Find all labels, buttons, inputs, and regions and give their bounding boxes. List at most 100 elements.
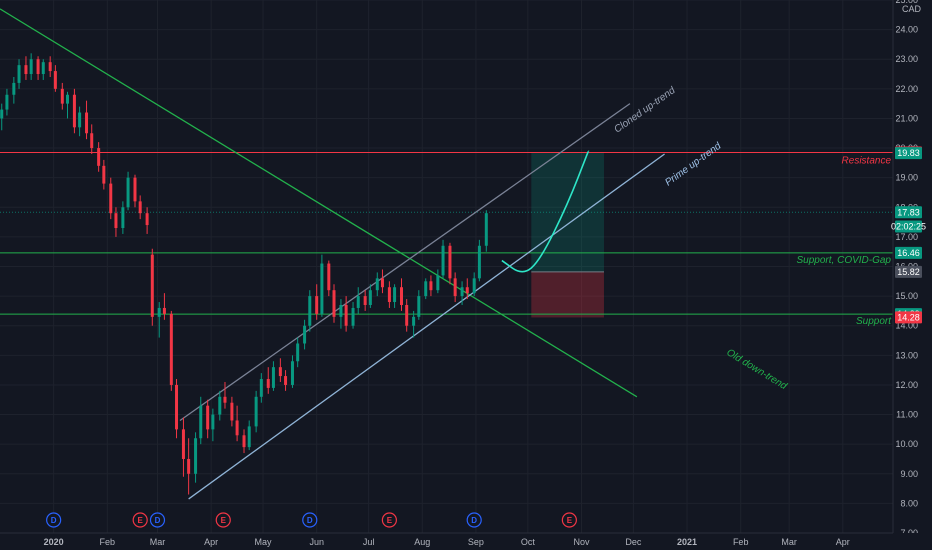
trend-lines[interactable] bbox=[0, 8, 665, 500]
candle-body bbox=[380, 278, 384, 288]
currency-label: CAD bbox=[902, 4, 922, 14]
candle-body bbox=[296, 343, 300, 362]
candle-body bbox=[278, 367, 282, 377]
candle-body bbox=[448, 245, 452, 279]
candle-body bbox=[429, 281, 433, 291]
x-tick-label: Sep bbox=[468, 537, 484, 547]
candle-body bbox=[387, 287, 391, 303]
candle bbox=[436, 269, 440, 294]
candle bbox=[308, 290, 312, 332]
price-tag-label: 16.46 bbox=[897, 248, 920, 258]
candles[interactable] bbox=[0, 53, 488, 495]
candle-body bbox=[150, 254, 154, 317]
marker-circle bbox=[381, 512, 397, 528]
y-tick-label: 21.00 bbox=[895, 113, 918, 123]
candle-body bbox=[424, 281, 428, 297]
earnings-marker[interactable]: E bbox=[132, 512, 148, 528]
candle-body bbox=[356, 296, 360, 308]
projection-path[interactable] bbox=[501, 150, 590, 273]
candle bbox=[247, 420, 251, 451]
candle bbox=[41, 59, 45, 80]
candle-body bbox=[315, 296, 319, 314]
candle-body bbox=[363, 296, 367, 305]
candle-body bbox=[477, 245, 481, 279]
candle-body bbox=[78, 112, 82, 128]
candle bbox=[327, 260, 331, 297]
candle bbox=[284, 370, 288, 391]
candle bbox=[417, 290, 421, 320]
candle bbox=[460, 281, 464, 305]
earnings-marker[interactable]: E bbox=[381, 512, 397, 528]
earnings-marker[interactable]: E bbox=[215, 512, 231, 528]
y-tick-label: 24.00 bbox=[895, 25, 918, 35]
candle-body bbox=[344, 304, 348, 326]
marker-label: D bbox=[471, 516, 477, 525]
price-tag-label: 19.83 bbox=[897, 148, 920, 158]
candle-body bbox=[230, 402, 234, 421]
price-tag-label: 17.83 bbox=[897, 207, 920, 217]
candle-body bbox=[235, 420, 239, 436]
loss-zone bbox=[531, 271, 604, 318]
x-tick-label: Feb bbox=[100, 537, 116, 547]
candle bbox=[400, 278, 404, 311]
price-tag-bg bbox=[895, 311, 922, 324]
candle bbox=[85, 100, 89, 140]
dividend-marker[interactable]: D bbox=[149, 512, 166, 528]
y-tick-label: 10.00 bbox=[895, 439, 918, 449]
candle bbox=[36, 56, 40, 80]
candle bbox=[405, 299, 409, 332]
x-tick-label: Mar bbox=[781, 537, 797, 547]
candle-body bbox=[223, 396, 227, 403]
candle bbox=[17, 59, 21, 89]
candle-body bbox=[29, 59, 33, 75]
candle-body bbox=[332, 290, 336, 317]
candle bbox=[218, 390, 222, 421]
marker-circle bbox=[149, 512, 166, 528]
candle-body bbox=[351, 307, 355, 326]
x-tick-label: Oct bbox=[521, 537, 536, 547]
x-tick-label: 2020 bbox=[44, 537, 64, 547]
dividend-marker[interactable]: D bbox=[302, 512, 318, 528]
candle-body bbox=[90, 133, 94, 149]
dividend-marker[interactable]: D bbox=[46, 512, 62, 528]
marker-circle bbox=[215, 512, 231, 528]
candle-body bbox=[36, 59, 40, 75]
candle bbox=[296, 337, 300, 368]
candle-body bbox=[211, 414, 215, 430]
candle-body bbox=[133, 177, 137, 202]
y-tick-label: 13.00 bbox=[895, 350, 918, 360]
price-tag: 16.46 bbox=[895, 246, 922, 259]
candle bbox=[424, 278, 428, 300]
marker-label: E bbox=[138, 516, 144, 525]
price-tags: 19.8519.8317.8302:02:2516.4615.8214.3914… bbox=[891, 146, 926, 324]
candle-body bbox=[181, 429, 185, 459]
candle bbox=[351, 302, 355, 329]
trend-line bbox=[188, 153, 665, 500]
candle bbox=[181, 417, 185, 477]
candle bbox=[0, 103, 4, 131]
dividend-marker[interactable]: D bbox=[466, 512, 482, 528]
price-tag-label: 02:02:25 bbox=[891, 222, 926, 232]
candle bbox=[53, 65, 57, 92]
candle-body bbox=[114, 213, 118, 229]
earnings-marker[interactable]: E bbox=[561, 512, 577, 528]
x-tick-label: Jun bbox=[309, 537, 324, 547]
marker-circle bbox=[302, 512, 318, 528]
candle bbox=[206, 399, 210, 439]
candle-body bbox=[157, 307, 161, 317]
candle-body bbox=[162, 307, 166, 314]
candle bbox=[138, 195, 142, 220]
x-tick-label: Apr bbox=[836, 537, 850, 547]
marker-label: D bbox=[155, 516, 161, 525]
candle bbox=[5, 88, 9, 116]
horizontal-levels[interactable] bbox=[0, 151, 893, 315]
candle bbox=[242, 429, 246, 454]
candle-body bbox=[53, 71, 57, 89]
time-axis[interactable]: 2020 Feb Mar Apr May Jun Jul Aug Sep Oct Nov Dec 202… bbox=[0, 532, 932, 550]
candle bbox=[290, 355, 294, 388]
candle bbox=[278, 358, 282, 382]
x-tick-label: Jul bbox=[363, 537, 375, 547]
long-position-box[interactable] bbox=[531, 152, 604, 318]
